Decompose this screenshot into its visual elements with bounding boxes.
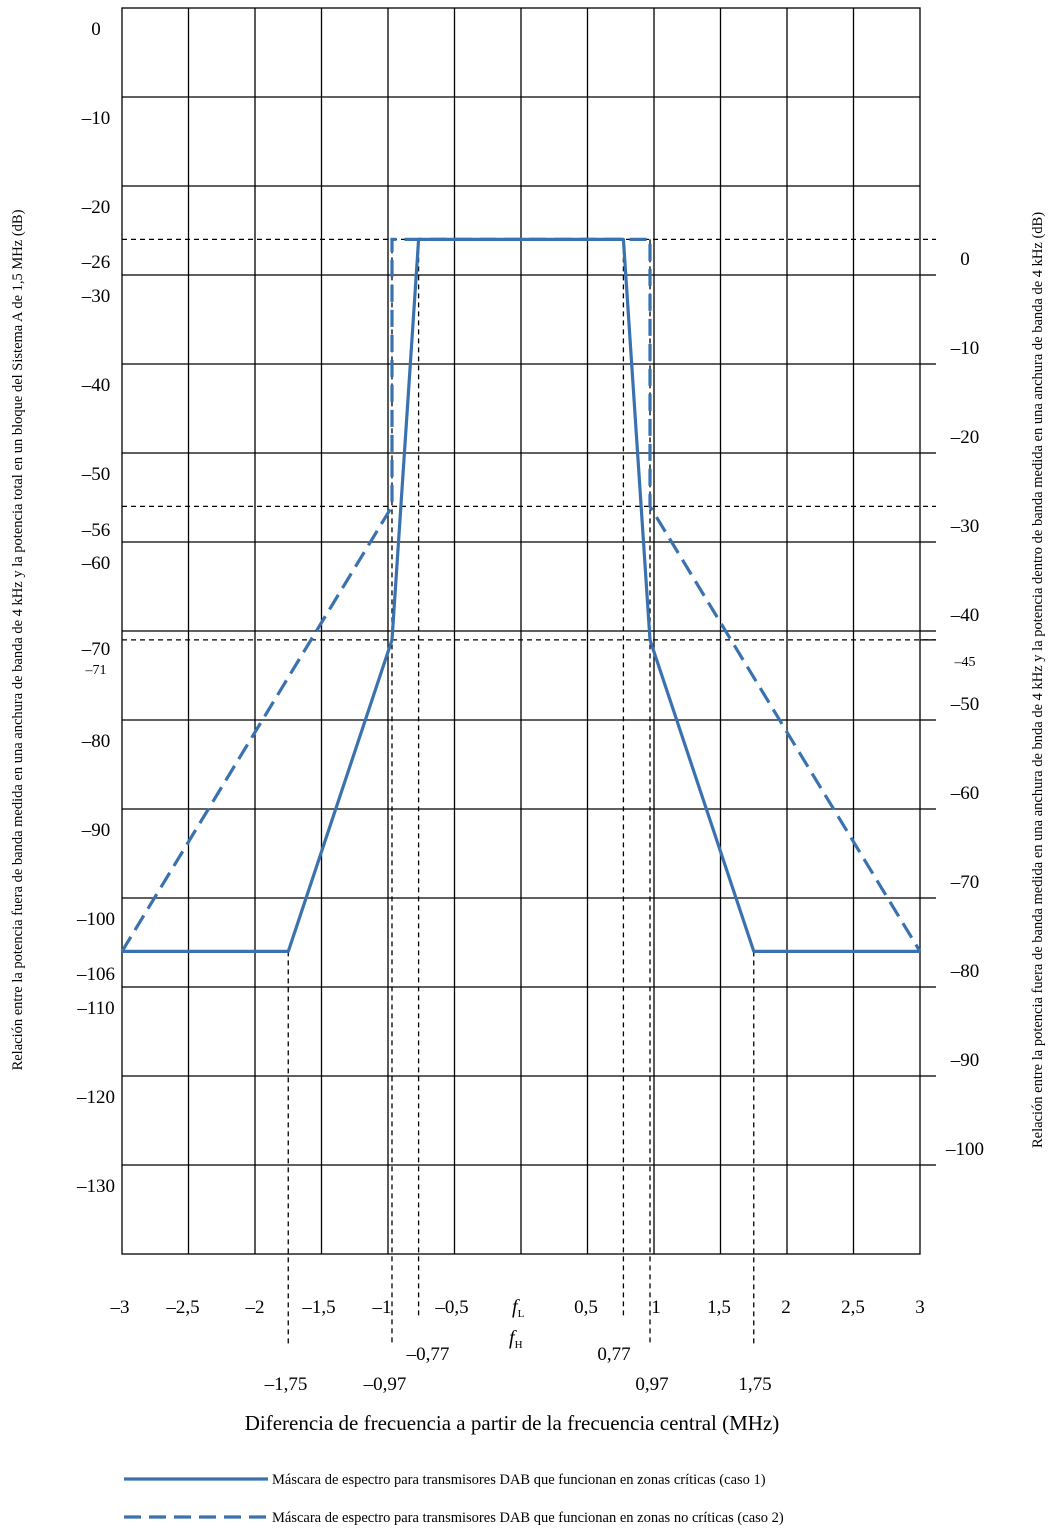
marker-label: –0,77 [406,1344,450,1365]
left-tick-label: –90 [81,820,111,841]
x-tick-label: –0,5 [434,1297,468,1318]
right-tick-label: –90 [950,1050,980,1071]
left-tick-label: –40 [81,375,111,396]
left-tick-label: –100 [76,909,115,930]
left-tick-label: –70 [81,639,111,660]
center-label-fL-sub: L [518,1308,525,1320]
right-tick-label: 0 [960,249,970,270]
tick-labels: 0 –10 –20 –26 –30 –40 –50 –56 –60 –70 –7… [10,19,1046,1435]
y-axis-title-left: Relación entre la potencia fuera de band… [10,209,26,1070]
marker-label: 1,75 [738,1374,771,1395]
left-tick-label: –110 [76,998,114,1019]
right-tick-label: –60 [950,783,980,804]
x-tick-label: 1,5 [707,1297,731,1318]
right-tick-label: –10 [950,338,980,359]
legend: Máscara de espectro para transmisores DA… [124,1472,784,1526]
left-tick-label: –130 [76,1176,115,1197]
x-tick-label: 2,5 [841,1297,865,1318]
reference-lines [122,238,936,1345]
series-case2-line [120,237,922,953]
x-axis-title: Diferencia de frecuencia a partir de la … [245,1411,780,1435]
right-tick-label: –20 [950,427,980,448]
center-label-fL: fL [512,1296,525,1320]
marker-label: 0,77 [597,1344,630,1365]
center-label-fH-sub: H [515,1339,523,1351]
marker-label: –0,97 [363,1374,407,1395]
legend-label-case2: Máscara de espectro para transmisores DA… [272,1510,784,1526]
x-tick-label: –1,5 [301,1297,335,1318]
right-tick-label: –30 [950,516,980,537]
left-tick-label: –56 [81,520,111,541]
left-tick-label: –20 [81,197,111,218]
left-tick-label: 0 [91,19,101,40]
left-tick-label: –71 [85,663,107,678]
x-tick-label: –3 [110,1297,130,1318]
right-tick-label: –80 [950,961,980,982]
right-tick-label: –45 [954,655,976,670]
x-tick-label: –2,5 [165,1297,199,1318]
x-tick-label: 3 [915,1297,925,1318]
left-tick-label: –120 [76,1087,115,1108]
grid-lines [121,7,936,1255]
marker-label: 0,97 [635,1374,668,1395]
right-tick-label: –70 [950,872,980,893]
left-tick-label: –80 [81,731,111,752]
right-tick-label: –100 [945,1139,984,1160]
series-lines [120,237,922,954]
marker-label: –1,75 [264,1374,308,1395]
y-axis-title-right: Relación entre la potencia fuera de band… [1030,212,1046,1148]
left-tick-label: –60 [81,553,111,574]
left-tick-label: –26 [81,252,111,273]
x-tick-label: 1 [651,1297,661,1318]
x-tick-label: 2 [781,1297,791,1318]
left-tick-label: –10 [81,108,111,129]
left-tick-label: –106 [76,964,115,985]
left-tick-label: –50 [81,464,111,485]
legend-label-case1: Máscara de espectro para transmisores DA… [272,1472,766,1488]
center-label-fH: fH [509,1327,523,1351]
left-tick-label: –30 [81,286,111,307]
x-tick-label: 0,5 [574,1297,598,1318]
right-tick-label: –50 [950,694,980,715]
x-tick-label: –1 [372,1297,392,1318]
x-tick-label: –2 [245,1297,265,1318]
right-tick-label: –40 [950,605,980,626]
